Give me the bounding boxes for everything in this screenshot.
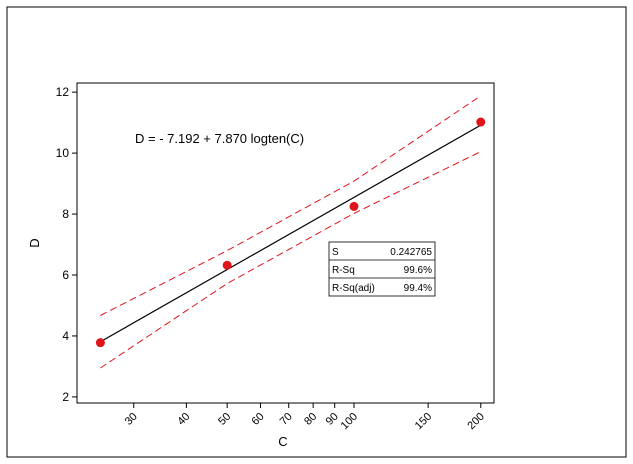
- y-tick-label: 10: [56, 146, 70, 160]
- stats-table-label: R-Sq: [332, 265, 355, 276]
- data-point: [476, 117, 486, 127]
- fit-line: [100, 124, 482, 343]
- confidence-band-lower: [100, 151, 482, 369]
- fit-line-layer: [100, 124, 482, 343]
- y-tick-label: 4: [62, 329, 69, 343]
- y-tick-label: 8: [62, 207, 69, 221]
- confidence-band-upper: [100, 95, 482, 316]
- data-point: [95, 338, 105, 348]
- x-axis-label: C: [278, 434, 287, 449]
- data-points: [95, 117, 486, 348]
- stats-table: S 0.242765 R-Sq 99.6% R-Sq(adj) 99.4%: [328, 241, 436, 297]
- y-tick-label: 2: [62, 390, 69, 404]
- confidence-band: [100, 95, 482, 369]
- data-point: [349, 201, 359, 211]
- stats-table-value: 99.6%: [404, 265, 432, 276]
- stats-table-label: R-Sq(adj): [332, 283, 375, 294]
- data-point: [222, 260, 232, 270]
- stats-table-border: [328, 241, 436, 297]
- y-tick-label: 12: [56, 85, 70, 99]
- stats-table-value: 99.4%: [404, 283, 432, 294]
- y-tick-label: 6: [62, 268, 69, 282]
- y-axis-label: D: [27, 238, 42, 247]
- equation-label: D = - 7.192 + 7.870 logten(C): [135, 131, 304, 146]
- stats-table-value: 0.242765: [390, 247, 432, 258]
- stats-table-label: S: [332, 247, 339, 258]
